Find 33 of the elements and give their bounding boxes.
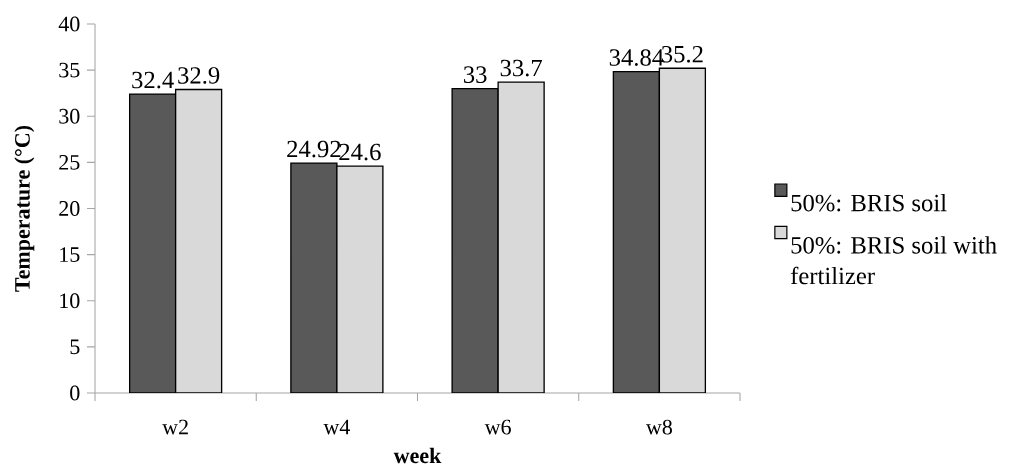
data-label: 32.9 xyxy=(178,67,220,84)
bar xyxy=(451,87,499,393)
bar xyxy=(658,67,707,393)
data-label: 33 xyxy=(463,66,487,83)
y-tick-label: 25 xyxy=(59,154,80,170)
data-label: 33.7 xyxy=(500,59,542,77)
x-tick-label: w8 xyxy=(645,419,672,435)
bar xyxy=(336,165,384,393)
y-tick-label: 40 xyxy=(58,16,80,32)
x-tick-label: w6 xyxy=(484,419,511,435)
bar xyxy=(174,88,223,393)
y-axis-title: Temperature (°C) xyxy=(14,125,35,292)
y-tick-label: 0 xyxy=(70,385,80,401)
data-label: 24.6 xyxy=(339,143,381,161)
data-label: 32.4 xyxy=(132,71,174,89)
bar xyxy=(128,93,177,393)
y-tick-label: 15 xyxy=(60,247,80,262)
legend-label: 50%: BRIS soil xyxy=(791,194,947,212)
y-tick-label: 10 xyxy=(60,293,80,309)
y-tick-label: 35 xyxy=(59,62,80,78)
bar xyxy=(497,81,545,393)
x-tick-label: w4 xyxy=(323,419,350,435)
y-tick-label: 30 xyxy=(59,108,80,124)
data-label: 34.84 xyxy=(609,49,664,66)
y-tick-label: 20 xyxy=(59,201,80,216)
x-tick-label: w2 xyxy=(162,419,188,435)
data-label: 35.2 xyxy=(661,45,703,63)
bar xyxy=(290,162,338,393)
x-axis-title: week xyxy=(393,447,442,464)
y-tick-label: 5 xyxy=(70,339,80,355)
data-label: 24.92 xyxy=(287,140,341,158)
bar xyxy=(612,70,661,393)
legend-label: 50%: BRIS soil with fertilizer xyxy=(790,236,997,285)
